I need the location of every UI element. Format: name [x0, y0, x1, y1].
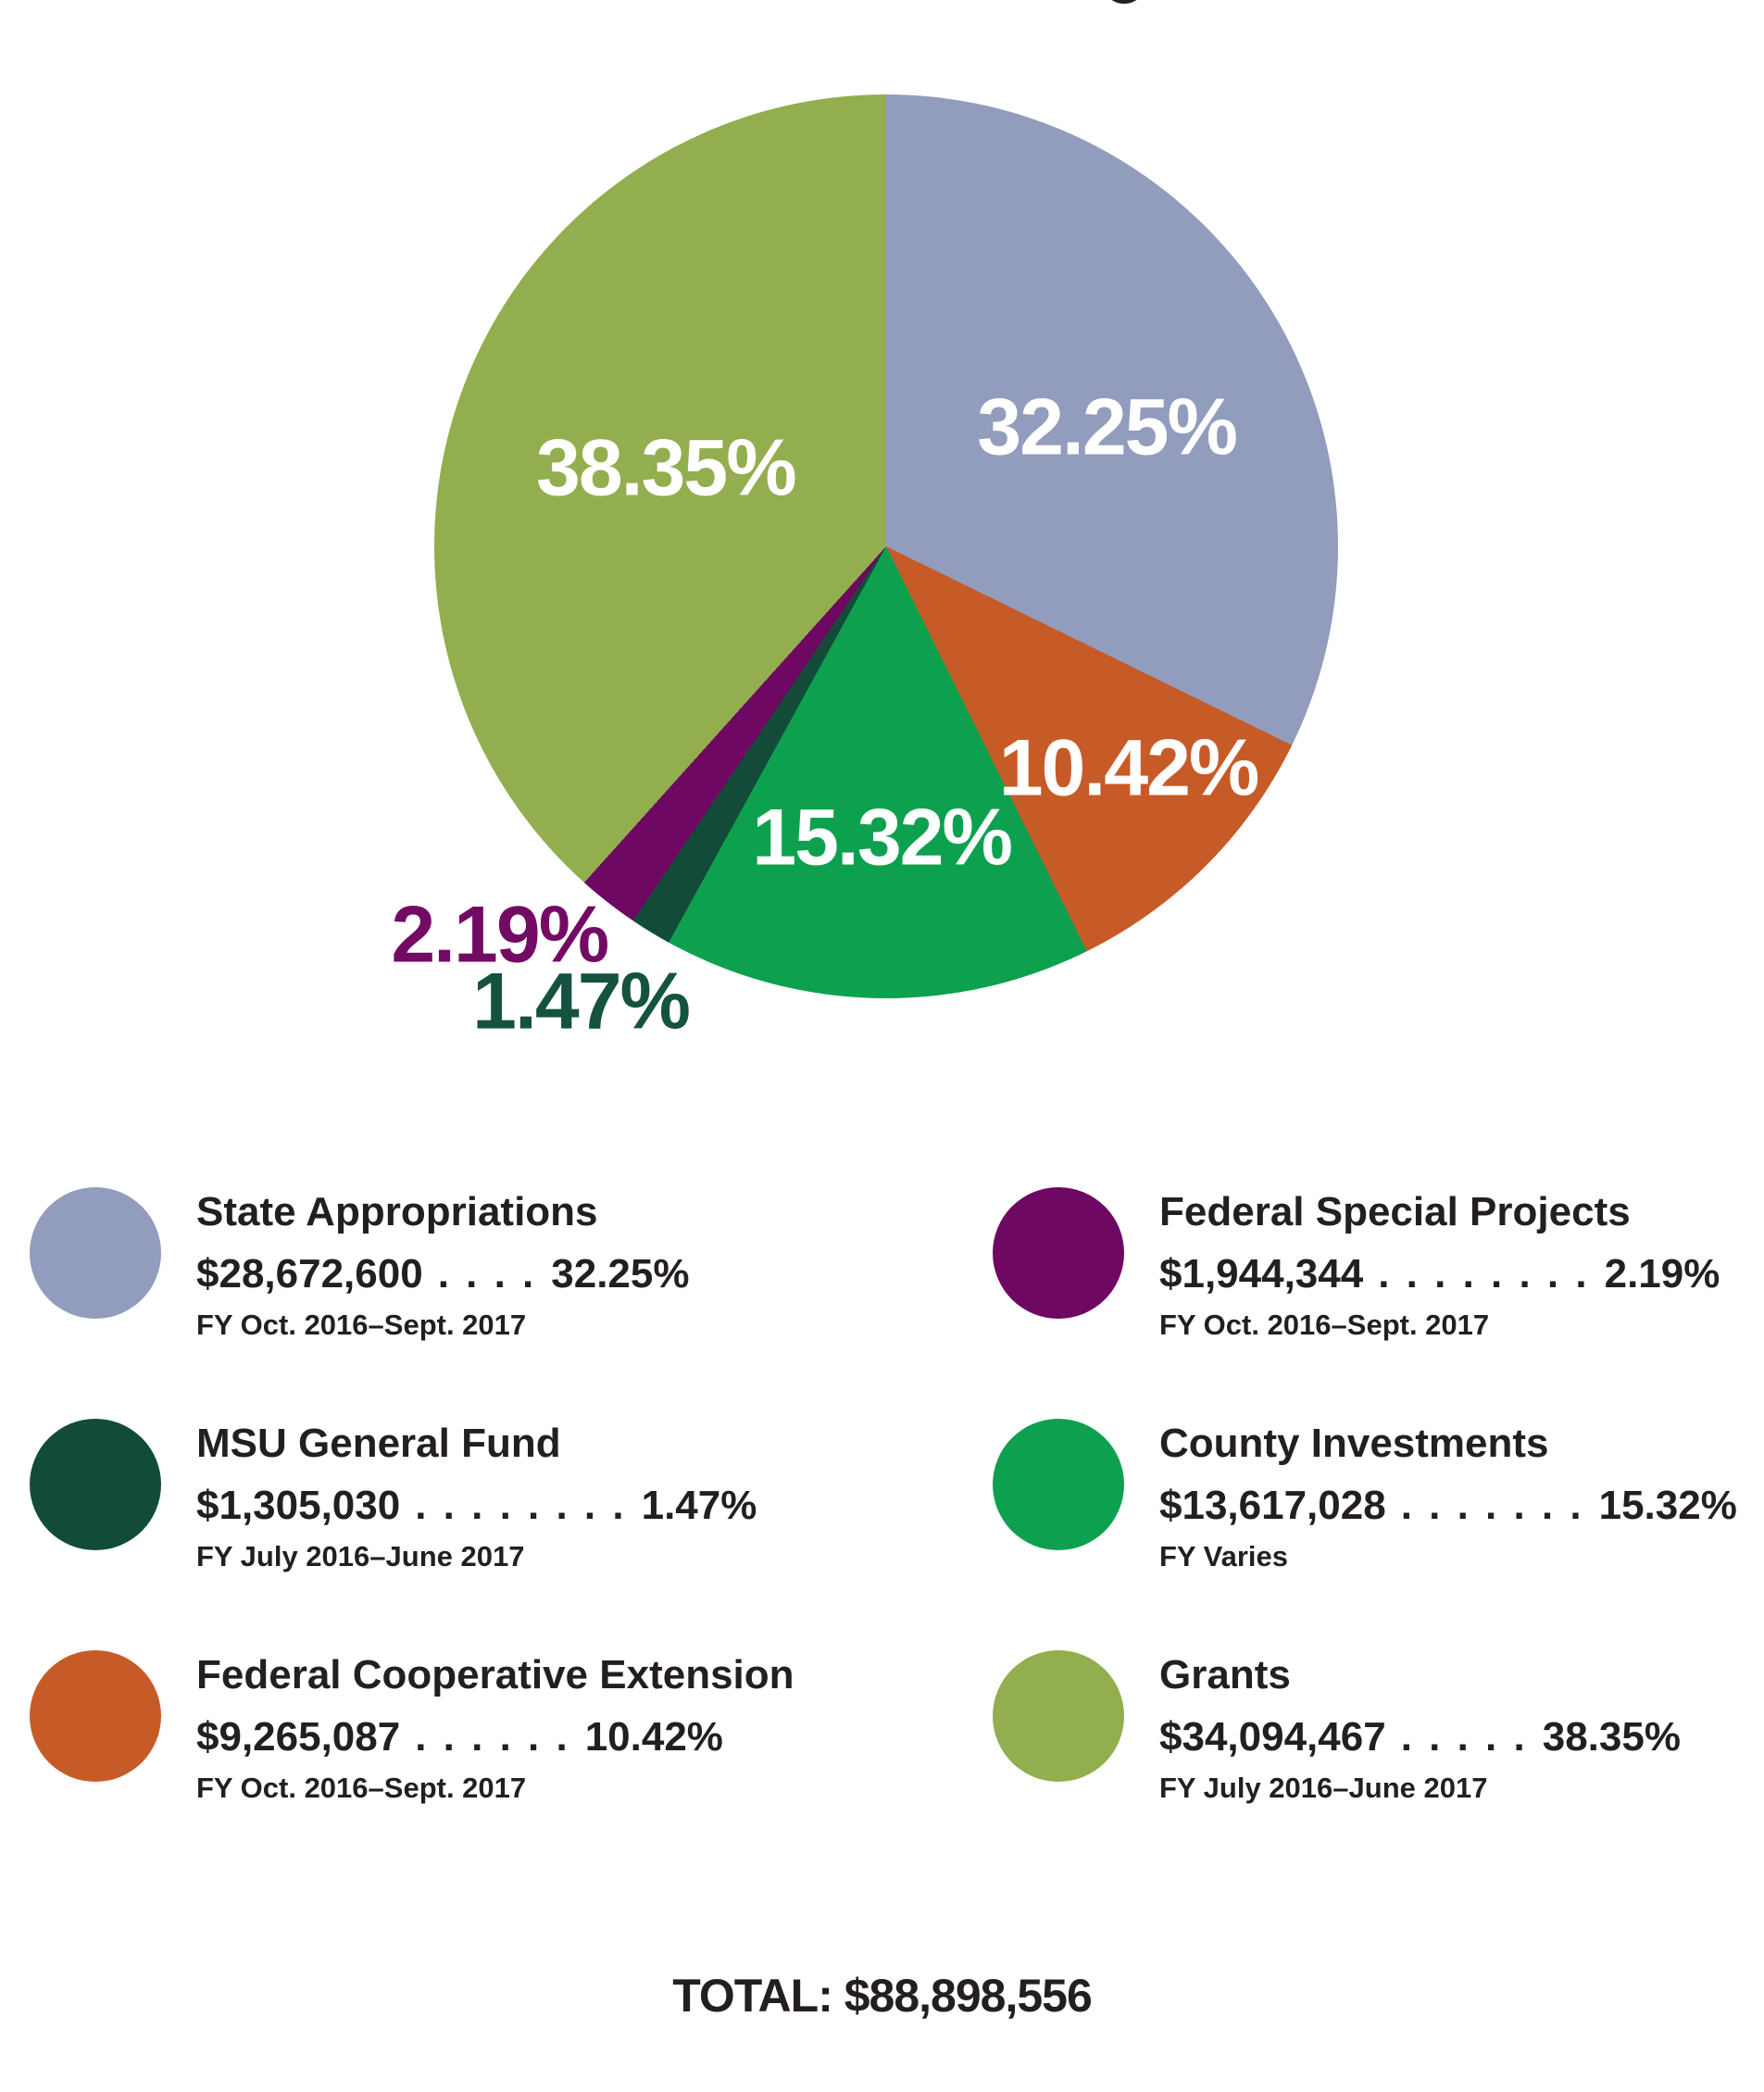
legend-percent-value: 2.19%	[1604, 1250, 1720, 1297]
legend-amount-line-state-appropriations: $28,672,600 . . . . 32.25%	[196, 1251, 690, 1297]
legend-amount-value: $13,617,028	[1159, 1482, 1386, 1528]
legend-amount-line-msu-general-fund: $1,305,030 . . . . . . . . 1.47%	[196, 1483, 757, 1529]
legend-title-county-investments: County Investments	[1159, 1421, 1549, 1466]
pie-label-grants: 38.35%	[536, 423, 797, 513]
legend-dot-federal-special-projects	[993, 1187, 1124, 1319]
legend-title-federal-special-projects: Federal Special Projects	[1159, 1189, 1631, 1234]
legend-amount-value: $1,305,030	[196, 1482, 401, 1528]
legend-fiscal-year: FY July 2016–June 2017	[196, 1539, 525, 1572]
legend-item-county-investments: County Investments $13,617,028 . . . . . …	[993, 1419, 1737, 1573]
legend-leader-dots: . . . . . .	[415, 1713, 570, 1760]
legend-fiscal-year: FY Oct. 2016–Sept. 2017	[1159, 1308, 1490, 1341]
legend-text-federal-special-projects: Federal Special Projects $1,944,344 . . .…	[1159, 1187, 1720, 1342]
pie-label-state-appropriations: 32.25%	[977, 382, 1238, 472]
cropped-logo-fragment	[1102, 0, 1146, 4]
legend-amount-value: $1,944,344	[1159, 1250, 1364, 1297]
legend-title-state-appropriations: State Appropriations	[196, 1189, 598, 1234]
legend-item-msu-general-fund: MSU General Fund $1,305,030 . . . . . . .…	[30, 1419, 757, 1573]
legend-dot-state-appropriations	[30, 1187, 161, 1319]
legend-item-grants: Grants $34,094,467 . . . . . 38.35% FY Jul…	[993, 1650, 1681, 1805]
legend-percent-value: 10.42%	[584, 1713, 723, 1760]
legend-dot-grants	[993, 1650, 1124, 1782]
legend-leader-dots: . . . . . . .	[1400, 1482, 1584, 1528]
legend-fiscal-year: FY July 2016–June 2017	[1159, 1771, 1488, 1804]
pie-chart-area: 32.25% 10.42% 15.32% 1.47% 2.19% 38.35%	[391, 94, 1338, 1046]
legend-amount-line-grants: $34,094,467 . . . . . 38.35%	[1159, 1714, 1681, 1760]
legend-text-msu-general-fund: MSU General Fund $1,305,030 . . . . . . .…	[196, 1419, 757, 1573]
legend-title-msu-general-fund: MSU General Fund	[196, 1421, 561, 1466]
legend-percent-value: 1.47%	[641, 1482, 757, 1528]
legend-fiscal-year: FY Oct. 2016–Sept. 2017	[196, 1308, 527, 1341]
legend-percent-value: 15.32%	[1598, 1482, 1737, 1528]
legend-leader-dots: . . . . . . . .	[415, 1482, 627, 1528]
legend-leader-dots: . . . .	[437, 1250, 537, 1297]
legend-item-state-appropriations: State Appropriations $28,672,600 . . . . 3…	[30, 1187, 690, 1342]
legend-text-county-investments: County Investments $13,617,028 . . . . . …	[1159, 1419, 1737, 1573]
legend-text-grants: Grants $34,094,467 . . . . . 38.35% FY Jul…	[1159, 1650, 1681, 1805]
legend-amount-value: $9,265,087	[196, 1713, 401, 1760]
pie-label-msu-general-fund: 1.47%	[472, 957, 691, 1046]
legend-text-state-appropriations: State Appropriations $28,672,600 . . . . 3…	[196, 1187, 690, 1342]
legend-leader-dots: . . . . . . . .	[1378, 1250, 1590, 1297]
pie-label-federal-special-projects: 2.19%	[391, 890, 609, 980]
total-line: TOTAL: $88,898,556	[672, 1970, 1093, 2022]
legend-percent-value: 32.25%	[551, 1250, 690, 1297]
legend-text-federal-cooperative-extension: Federal Cooperative Extension $9,265,087…	[196, 1650, 794, 1805]
legend-title-grants: Grants	[1159, 1652, 1291, 1697]
legend-dot-federal-cooperative-extension	[30, 1650, 161, 1782]
pie-label-county-investments: 15.32%	[752, 793, 1013, 883]
pie-label-federal-cooperative-extension: 10.42%	[998, 723, 1260, 813]
legend-title-federal-cooperative-extension: Federal Cooperative Extension	[196, 1652, 794, 1697]
legend-leader-dots: . . . . .	[1400, 1713, 1528, 1760]
legend-fiscal-year: FY Oct. 2016–Sept. 2017	[196, 1771, 527, 1804]
pie-chart	[434, 94, 1338, 998]
legend-amount-line-county-investments: $13,617,028 . . . . . . . 15.32%	[1159, 1483, 1737, 1529]
legend-dot-msu-general-fund	[30, 1419, 161, 1550]
legend-item-federal-special-projects: Federal Special Projects $1,944,344 . . .…	[993, 1187, 1720, 1342]
legend-percent-value: 38.35%	[1542, 1713, 1681, 1760]
legend-amount-line-federal-special-projects: $1,944,344 . . . . . . . . 2.19%	[1159, 1251, 1720, 1297]
legend-dot-county-investments	[993, 1419, 1124, 1550]
legend-amount-value: $34,094,467	[1159, 1713, 1386, 1760]
legend-item-federal-cooperative-extension: Federal Cooperative Extension $9,265,087…	[30, 1650, 794, 1805]
legend-amount-value: $28,672,600	[196, 1250, 423, 1297]
legend-amount-line-federal-cooperative-extension: $9,265,087 . . . . . . 10.42%	[196, 1714, 794, 1760]
legend-fiscal-year: FY Varies	[1159, 1539, 1289, 1572]
